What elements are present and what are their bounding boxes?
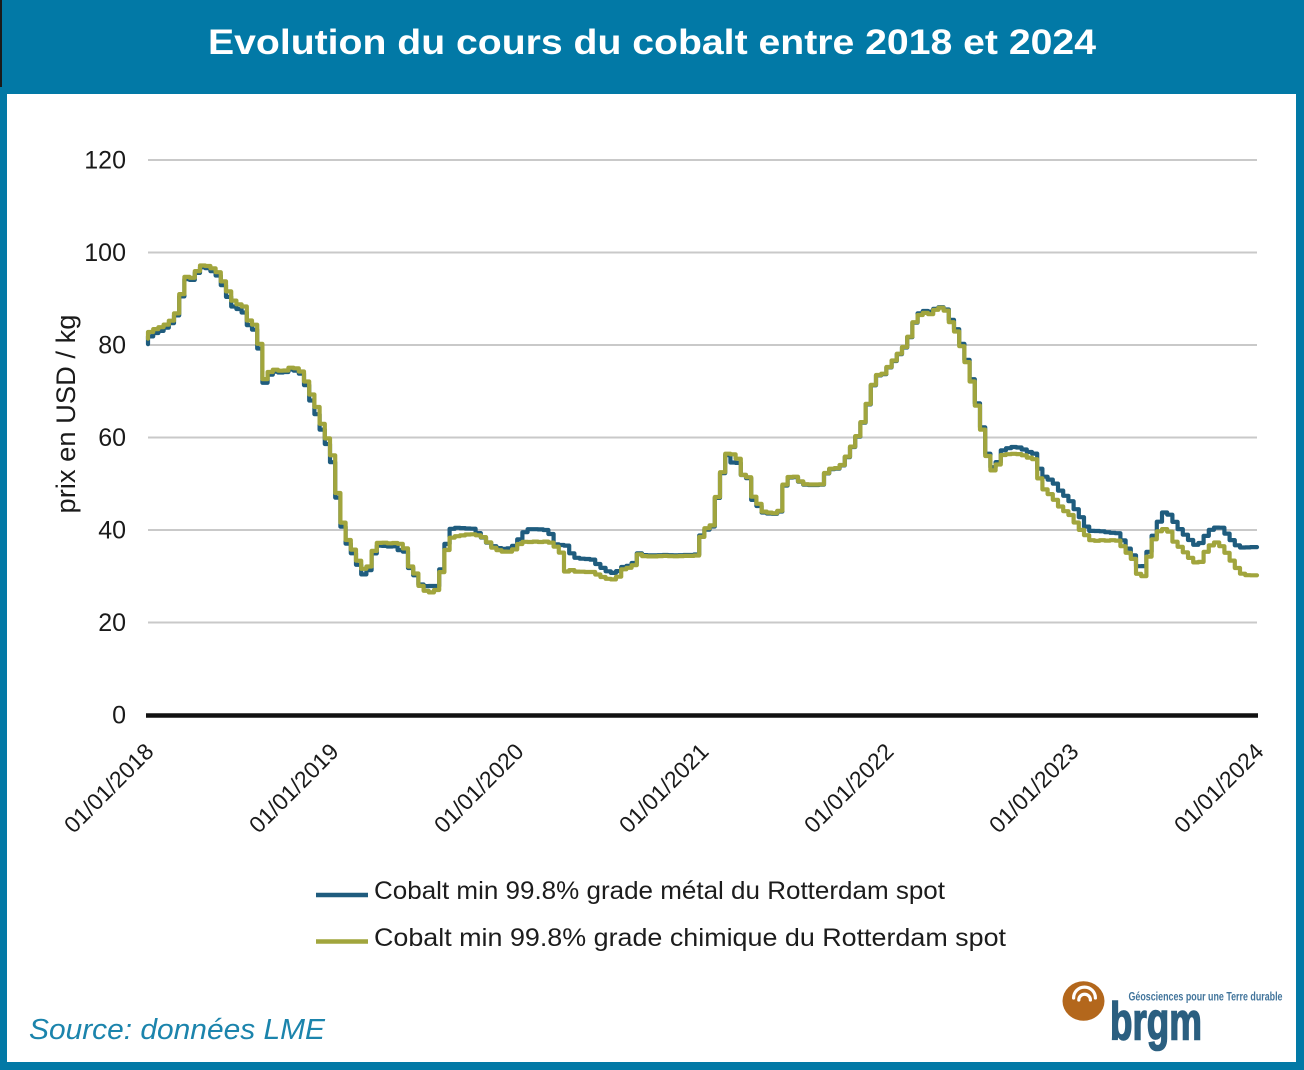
- svg-text:Géosciences pour une Terre dur: Géosciences pour une Terre durable: [1129, 992, 1283, 1004]
- svg-text:Source: données LME: Source: données LME: [29, 1014, 326, 1046]
- svg-text:120: 120: [84, 147, 126, 175]
- svg-text:prix en USD / kg: prix en USD / kg: [51, 315, 81, 514]
- svg-text:0: 0: [112, 702, 126, 730]
- svg-text:80: 80: [98, 332, 126, 360]
- svg-text:Evolution du cours du cobalt e: Evolution du cours du cobalt entre 2018 …: [208, 23, 1097, 62]
- svg-text:60: 60: [98, 424, 126, 452]
- svg-text:20: 20: [98, 609, 126, 637]
- svg-text:Cobalt min 99.8% grade chimiqu: Cobalt min 99.8% grade chimique du Rotte…: [374, 924, 1006, 952]
- svg-text:40: 40: [98, 517, 126, 545]
- svg-text:100: 100: [84, 239, 126, 267]
- svg-text:Cobalt min 99.8% grade métal d: Cobalt min 99.8% grade métal du Rotterda…: [374, 877, 945, 905]
- svg-text:brgm: brgm: [1110, 993, 1202, 1052]
